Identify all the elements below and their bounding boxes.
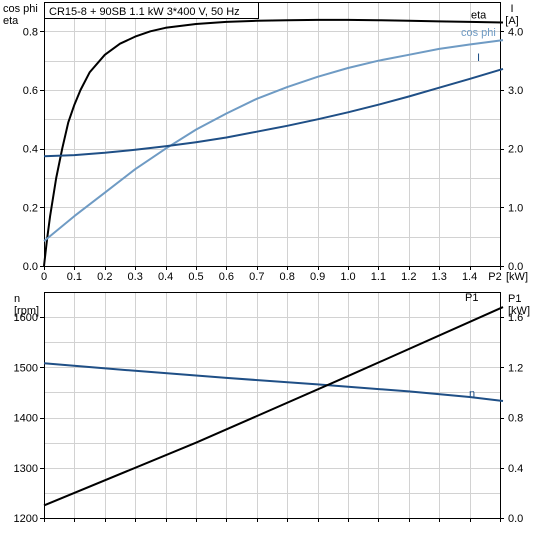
- top-left-tick-label: 0.6: [23, 85, 38, 97]
- top-right-tick-label: 0.0: [508, 261, 523, 273]
- top-x-tick-label: 0.7: [249, 271, 264, 283]
- top-x-tick-label: 0.1: [67, 271, 82, 283]
- speed-curve: [43, 362, 504, 402]
- top-right-tick-label: 2.0: [508, 144, 523, 156]
- top-x-tick-label: 0.6: [219, 271, 234, 283]
- top-x-tick-label: 1.3: [432, 271, 447, 283]
- eta-series-label: eta: [471, 10, 487, 22]
- top-right-tick-label: 3.0: [508, 85, 523, 97]
- top-x-tick-label: 0.3: [128, 271, 143, 283]
- bottom-left-tick-label: 1200: [14, 513, 38, 525]
- top-left-tick-label: 0.0: [23, 261, 38, 273]
- top-x-tick-label: 0.4: [158, 271, 173, 283]
- top-left-tick-label: 0.8: [23, 26, 38, 38]
- current-series-label: I: [477, 52, 480, 64]
- p1-power-curve: [43, 306, 504, 507]
- top-x-tick-label: 0.5: [188, 271, 203, 283]
- bottom-left-axis-label-line1: n: [14, 293, 20, 305]
- top-plot-frame: [44, 2, 501, 267]
- bottom-right-axis-label-line1: P1: [508, 293, 521, 305]
- bottom-left-tick-label: 1600: [14, 312, 38, 324]
- bottom-plot-frame: [44, 292, 501, 519]
- p1-series-label: P1: [465, 292, 478, 304]
- top-title-box: [44, 2, 259, 19]
- top-x-axis-label-p2: P2: [488, 271, 501, 283]
- top-left-tick-label: 0.2: [23, 202, 38, 214]
- top-x-tick-label: 0: [41, 271, 47, 283]
- top-left-axis-label-line2: eta: [3, 15, 19, 27]
- top-x-axis-label-unit: [kW]: [506, 271, 528, 283]
- bottom-left-axis-label-line2: [rpm]: [14, 305, 39, 317]
- cos-phi-series-label: cos phi: [461, 27, 496, 39]
- cos-phi-curve: [43, 39, 504, 242]
- bottom-left-tick-label: 1500: [14, 362, 38, 374]
- eta-curve: [43, 18, 504, 267]
- top-right-tick-label: 1.0: [508, 202, 523, 214]
- current-curve: [43, 67, 504, 158]
- bottom-right-axis-label-line2: [kW]: [508, 305, 530, 317]
- top-x-tick-label: 1.1: [371, 271, 386, 283]
- bottom-right-tick-label: 0.8: [508, 413, 523, 425]
- bottom-right-tick-label: 1.6: [508, 312, 523, 324]
- top-x-tick-label: 1.0: [340, 271, 355, 283]
- top-chart-title: CR15-8 + 90SB 1.1 kW 3*400 V, 50 Hz: [49, 6, 240, 18]
- bottom-right-tick-label: 1.2: [508, 362, 523, 374]
- top-x-tick-label: 0.8: [280, 271, 295, 283]
- bottom-left-tick-label: 1400: [14, 413, 38, 425]
- bottom-right-tick-label: 0.0: [508, 513, 523, 525]
- top-right-tick-label: 4.0: [508, 26, 523, 38]
- top-x-tick-label: 1.4: [462, 271, 477, 283]
- top-x-tick-label: 1.2: [401, 271, 416, 283]
- bottom-right-tick-label: 0.4: [508, 463, 523, 475]
- top-left-axis-label-line1: cos phi: [3, 3, 38, 15]
- bottom-left-tick-label: 1300: [14, 463, 38, 475]
- top-x-tick-label: 0.2: [97, 271, 112, 283]
- top-left-tick-label: 0.4: [23, 144, 38, 156]
- top-x-tick-label: 0.9: [310, 271, 325, 283]
- top-right-axis-label-line1: I: [510, 3, 513, 15]
- speed-series-label: n: [469, 388, 475, 400]
- top-right-axis-label-line2: [A]: [505, 15, 518, 27]
